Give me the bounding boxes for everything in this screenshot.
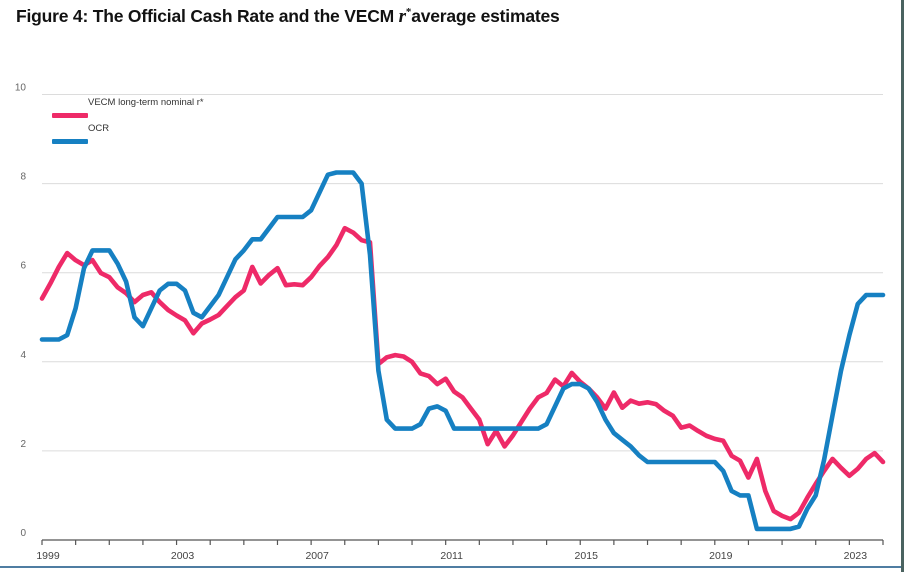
y-tick-label-0: 0	[20, 528, 26, 539]
ocr-line	[39, 170, 886, 532]
figure-right-border	[901, 0, 904, 572]
figure-title-asterisk: *	[405, 6, 412, 19]
legend-swatch-vecm	[52, 113, 88, 118]
y-tick-label-4: 4	[20, 350, 26, 361]
x-tick-label-2019: 2019	[709, 550, 733, 562]
y-tick-label-8: 8	[20, 172, 26, 183]
figure-bottom-border	[0, 566, 904, 568]
x-tick-label-2007: 2007	[305, 550, 329, 562]
y-tick-label-6: 6	[20, 261, 26, 272]
x-tick-label-1999: 1999	[36, 550, 60, 562]
figure-title-math-r: r	[398, 6, 406, 27]
legend-swatch-ocr	[52, 139, 88, 144]
y-tick-label-2: 2	[20, 439, 26, 450]
legend-label-ocr: OCR	[88, 123, 110, 134]
legend-label-vecm: VECM long-term nominal r*	[88, 97, 204, 108]
figure-title-suffix: average estimates	[411, 6, 560, 26]
figure-title: Figure 4: The Official Cash Rate and the…	[16, 6, 560, 28]
y-tick-label-10: 10	[15, 83, 27, 94]
figure-title-prefix: Figure 4: The Official Cash Rate and the…	[16, 6, 399, 26]
x-tick-label-2011: 2011	[440, 550, 463, 562]
vecm-rstar-line	[39, 225, 886, 522]
x-tick-label-2003: 2003	[171, 550, 195, 562]
x-tick-label-2015: 2015	[575, 550, 599, 562]
x-tick-label-2023: 2023	[844, 550, 868, 562]
